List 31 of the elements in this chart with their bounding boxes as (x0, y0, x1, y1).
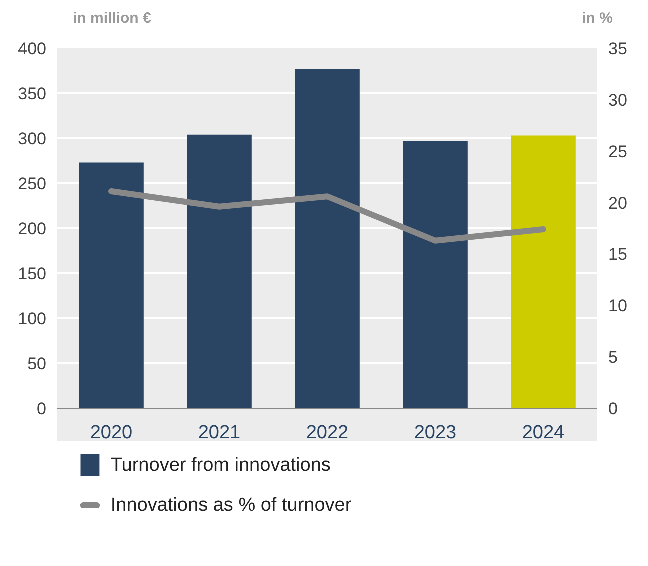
legend-label: Innovations as % of turnover (110, 495, 352, 516)
y2-axis-title: in % (582, 10, 613, 27)
x-tick-label: 2020 (90, 422, 133, 444)
y-tick-label: 300 (18, 130, 47, 148)
x-tick-label: 2024 (522, 422, 566, 444)
y-tick-label: 100 (18, 310, 47, 328)
y-tick-label: 200 (18, 220, 47, 238)
y-tick-label: 150 (18, 264, 47, 284)
bar (79, 162, 144, 408)
bar (295, 69, 360, 408)
y-tick-label: 0 (37, 400, 47, 418)
y2-tick-label: 25 (608, 142, 628, 162)
bar (403, 141, 468, 408)
x-tick-label: 2021 (198, 422, 241, 444)
legend-label: Turnover from innovations (110, 455, 331, 476)
y2-tick-label: 0 (608, 400, 618, 418)
y2-tick-label: 30 (608, 90, 628, 110)
y2-tick-label: 10 (608, 296, 628, 316)
y-tick-label: 250 (18, 174, 47, 194)
x-tick-label: 2023 (414, 422, 457, 444)
y2-tick-label: 15 (608, 245, 628, 264)
x-tick-label: 2022 (306, 422, 349, 444)
y-tick-label: 400 (18, 40, 47, 58)
bar (187, 134, 252, 408)
y-tick-label: 350 (18, 84, 47, 104)
y2-tick-label: 35 (608, 40, 628, 58)
y-axis-title: in million € (73, 10, 152, 27)
bar (511, 136, 576, 408)
y2-tick-label: 20 (608, 194, 628, 213)
y-tick-label: 50 (28, 354, 47, 374)
y2-tick-label: 5 (608, 348, 618, 368)
